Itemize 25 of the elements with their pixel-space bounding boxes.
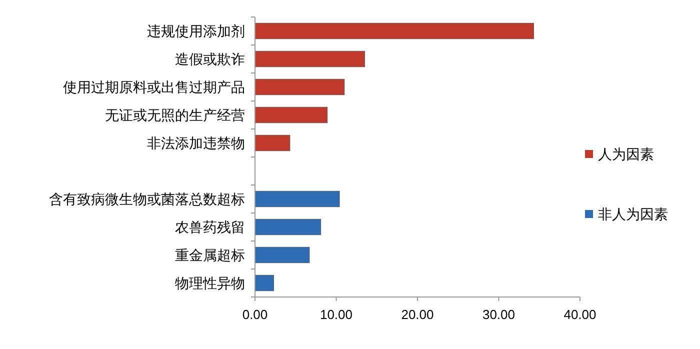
x-tick-label: 10.00 (320, 307, 353, 322)
bar (254, 274, 274, 292)
y-tick-label: 使用过期原料或出售过期产品 (63, 79, 245, 95)
y-tick-label: 造假或欺诈 (175, 51, 245, 67)
legend-label: 人为因素 (598, 146, 654, 162)
x-tick-label: 20.00 (401, 307, 434, 322)
bar (254, 50, 365, 68)
x-tick-label: 0.00 (242, 307, 268, 322)
bar (254, 134, 290, 152)
bar (254, 246, 310, 264)
bar (254, 106, 328, 124)
x-tick-label: 40.00 (564, 307, 596, 322)
y-tick-label: 无证或无照的生产经营 (105, 107, 245, 123)
y-tick-label: 非法添加违禁物 (147, 135, 245, 151)
y-tick-label: 违规使用添加剂 (147, 23, 245, 39)
bar (254, 22, 534, 40)
x-tick-label: 30.00 (482, 307, 516, 322)
bar (254, 78, 345, 96)
y-tick-label: 农兽药残留 (175, 219, 245, 235)
y-tick-label: 含有致病微生物或菌落总数超标 (49, 191, 245, 207)
bar (254, 190, 340, 208)
legend-label: 非人为因素 (598, 206, 668, 222)
bar (254, 218, 322, 236)
y-tick-label: 物理性异物 (175, 275, 245, 291)
y-tick-label: 重金属超标 (175, 247, 245, 263)
